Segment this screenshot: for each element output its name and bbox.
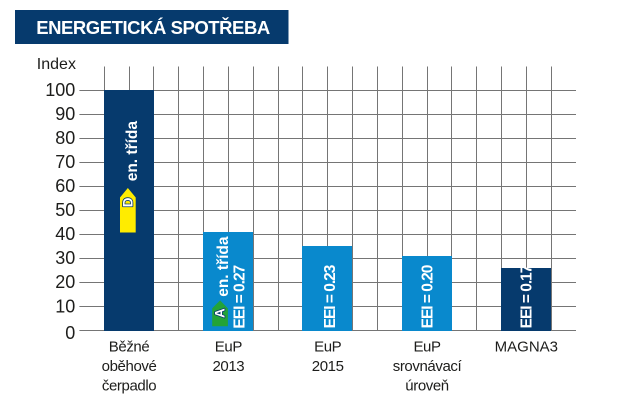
- svg-text:80: 80: [55, 128, 75, 148]
- svg-text:EuP: EuP: [215, 338, 243, 355]
- svg-text:2015: 2015: [312, 358, 344, 375]
- svg-text:srovnávací: srovnávací: [393, 358, 463, 375]
- svg-text:20: 20: [55, 272, 75, 292]
- svg-text:EEI = 0.17: EEI = 0.17: [519, 265, 536, 328]
- svg-text:10: 10: [55, 296, 75, 316]
- svg-text:60: 60: [55, 176, 75, 196]
- svg-text:EuP: EuP: [314, 338, 342, 355]
- svg-text:30: 30: [55, 248, 75, 268]
- svg-text:2013: 2013: [212, 358, 244, 375]
- svg-text:0: 0: [65, 323, 75, 343]
- svg-text:70: 70: [55, 152, 75, 172]
- svg-text:čerpadlo: čerpadlo: [102, 377, 156, 394]
- svg-text:Běžné: Běžné: [109, 338, 150, 355]
- svg-text:100: 100: [45, 80, 75, 100]
- svg-text:40: 40: [55, 224, 75, 244]
- svg-text:EuP: EuP: [413, 338, 441, 355]
- svg-text:en. třída: en. třída: [124, 121, 141, 182]
- svg-text:90: 90: [55, 104, 75, 124]
- svg-text:Index: Index: [37, 56, 76, 73]
- svg-text:EEI = 0.27: EEI = 0.27: [231, 265, 248, 328]
- svg-text:EEI = 0.20: EEI = 0.20: [419, 265, 436, 328]
- svg-text:D: D: [121, 197, 136, 207]
- svg-text:EEI = 0.23: EEI = 0.23: [322, 264, 339, 328]
- svg-text:MAGNA3: MAGNA3: [495, 338, 558, 355]
- svg-text:50: 50: [55, 200, 75, 220]
- svg-text:oběhové: oběhové: [102, 358, 157, 375]
- svg-text:en. třída: en. třída: [215, 236, 232, 297]
- svg-text:A: A: [213, 308, 228, 318]
- svg-text:ENERGETICKÁ SPOTŘEBA: ENERGETICKÁ SPOTŘEBA: [36, 17, 270, 38]
- svg-text:úroveň: úroveň: [405, 377, 449, 394]
